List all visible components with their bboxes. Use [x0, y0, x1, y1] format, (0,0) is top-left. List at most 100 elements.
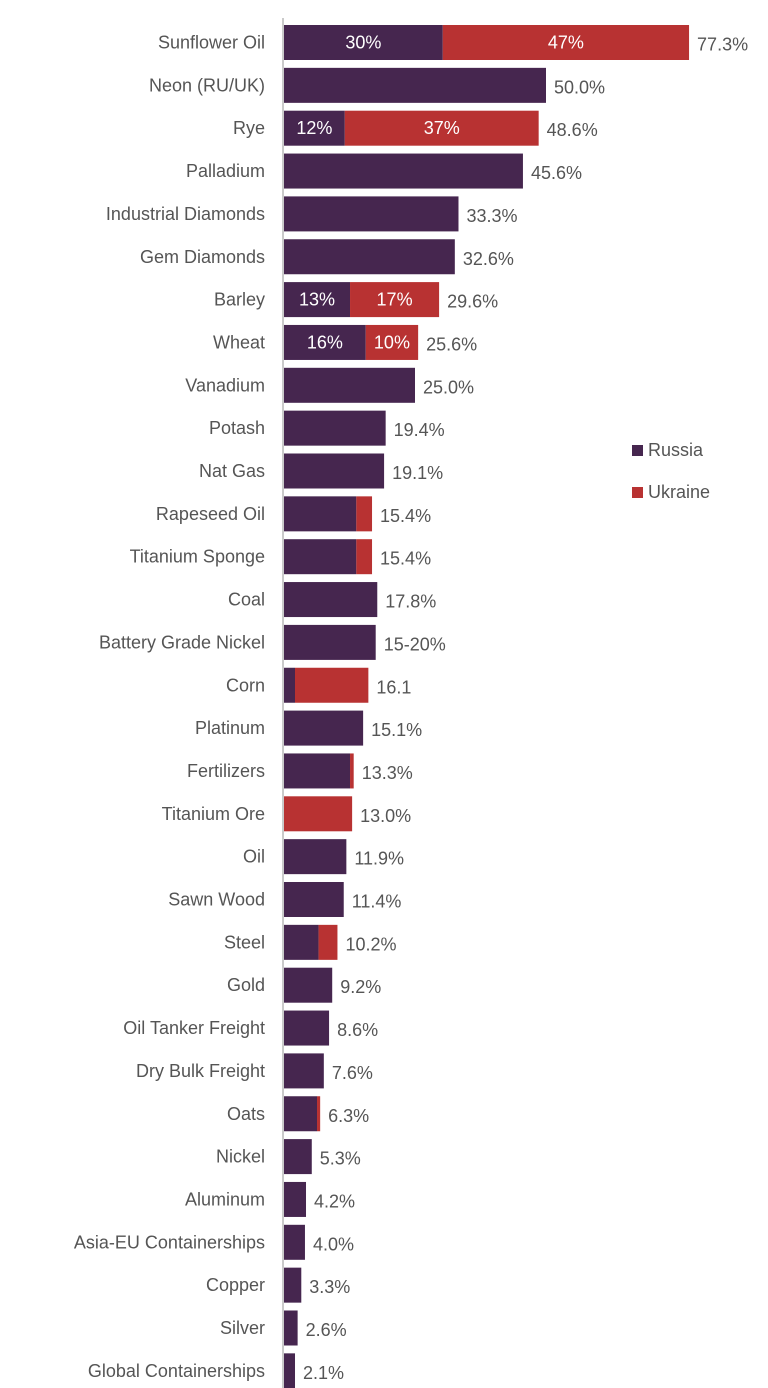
legend-swatch-ukraine	[632, 486, 643, 498]
bar-russia-battery-grade-nickel	[284, 624, 376, 660]
total-label-oil-tanker-freight: 8.6%	[337, 1020, 378, 1040]
bar-russia-corn	[284, 667, 296, 703]
category-label-neon-ru-uk: Neon (RU/UK)	[149, 75, 265, 95]
legend-item-ukraine: Ukraine	[632, 482, 710, 502]
chart-legend: Russia Ukraine	[632, 440, 710, 524]
category-label-sawn-wood: Sawn Wood	[168, 890, 265, 910]
bar-ukraine-wheat	[365, 324, 419, 360]
category-label-wheat: Wheat	[213, 332, 265, 352]
category-label-barley: Barley	[214, 290, 265, 310]
category-label-corn: Corn	[226, 675, 265, 695]
total-label-platinum: 15.1%	[371, 720, 422, 740]
category-label-nat-gas: Nat Gas	[199, 461, 265, 481]
total-label-industrial-diamonds: 33.3%	[466, 206, 517, 226]
category-label-coal: Coal	[228, 590, 265, 610]
category-label-sunflower-oil: Sunflower Oil	[158, 33, 265, 53]
bar-russia-potash	[284, 410, 386, 446]
bar-russia-neon-ru-uk	[284, 67, 546, 103]
total-label-asia-eu-containerships: 4.0%	[313, 1234, 354, 1254]
total-label-coal: 17.8%	[385, 592, 436, 612]
total-label-vanadium: 25.0%	[423, 377, 474, 397]
bar-ukraine-sunflower-oil	[442, 25, 690, 60]
bar-russia-nat-gas	[284, 453, 385, 489]
category-label-rye: Rye	[233, 118, 265, 138]
bar-russia-rye	[284, 110, 345, 146]
total-label-corn: 16.1	[376, 677, 411, 697]
inbar-label-ukraine-barley: 17%	[377, 290, 413, 310]
category-label-silver: Silver	[220, 1318, 265, 1338]
bar-ukraine-titanium-ore	[284, 796, 353, 832]
inbar-label-russia-barley: 13%	[299, 290, 335, 310]
category-label-titanium-ore: Titanium Ore	[162, 804, 265, 824]
bar-russia-copper	[284, 1267, 302, 1303]
category-label-potash: Potash	[209, 418, 265, 438]
category-label-titanium-sponge: Titanium Sponge	[130, 547, 265, 567]
category-label-battery-grade-nickel: Battery Grade Nickel	[99, 632, 265, 652]
bar-russia-industrial-diamonds	[284, 196, 459, 232]
legend-swatch-russia	[632, 444, 643, 456]
total-label-sunflower-oil: 77.3%	[697, 35, 748, 55]
bar-russia-platinum	[284, 710, 364, 746]
category-label-oil: Oil	[243, 847, 265, 867]
inbar-label-russia-rye: 12%	[296, 118, 332, 138]
category-label-copper: Copper	[206, 1275, 265, 1295]
bar-russia-rapeseed-oil	[284, 496, 357, 532]
bar-russia-sunflower-oil	[284, 25, 443, 60]
total-label-nat-gas: 19.1%	[392, 463, 443, 483]
bar-russia-vanadium	[284, 367, 415, 403]
category-label-rapeseed-oil: Rapeseed Oil	[156, 504, 265, 524]
total-label-wheat: 25.6%	[426, 334, 477, 354]
bar-russia-steel	[284, 924, 319, 960]
total-label-gem-diamonds: 32.6%	[463, 249, 514, 269]
inbar-label-russia-sunflower-oil: 30%	[345, 33, 381, 53]
total-label-global-containerships: 2.1%	[303, 1363, 344, 1383]
legend-label-ukraine: Ukraine	[648, 481, 711, 502]
total-label-copper: 3.3%	[309, 1277, 350, 1297]
bar-ukraine-barley	[350, 282, 440, 318]
bar-russia-sawn-wood	[284, 882, 344, 917]
bar-ukraine-steel	[318, 924, 338, 960]
total-label-potash: 19.4%	[394, 420, 445, 440]
bar-russia-asia-eu-containerships	[284, 1224, 305, 1260]
bar-russia-global-containerships	[284, 1353, 296, 1388]
bar-russia-oil-tanker-freight	[284, 1010, 330, 1046]
bar-russia-dry-bulk-freight	[284, 1053, 324, 1089]
category-label-oats: Oats	[227, 1104, 265, 1124]
category-label-oil-tanker-freight: Oil Tanker Freight	[123, 1018, 265, 1038]
category-label-platinum: Platinum	[195, 718, 265, 738]
bar-russia-wheat	[284, 324, 366, 360]
bar-russia-aluminum	[284, 1181, 307, 1217]
bar-russia-fertilizers	[284, 753, 351, 789]
total-label-titanium-ore: 13.0%	[360, 806, 411, 826]
total-label-battery-grade-nickel: 15-20%	[384, 634, 446, 654]
category-label-industrial-diamonds: Industrial Diamonds	[106, 204, 265, 224]
total-label-neon-ru-uk: 50.0%	[554, 77, 605, 97]
bar-russia-nickel	[284, 1139, 312, 1175]
bar-russia-silver	[284, 1310, 298, 1346]
total-label-gold: 9.2%	[340, 977, 381, 997]
bar-russia-coal	[284, 582, 378, 618]
legend-label-russia: Russia	[648, 439, 704, 460]
inbar-label-ukraine-sunflower-oil: 47%	[548, 33, 584, 53]
bar-ukraine-corn	[295, 667, 369, 703]
total-label-barley: 29.6%	[447, 292, 498, 312]
bar-ukraine-oats	[317, 1096, 321, 1132]
bar-ukraine-titanium-sponge	[356, 539, 373, 575]
inbar-label-ukraine-rye: 37%	[424, 118, 460, 138]
bar-russia-gem-diamonds	[284, 239, 455, 275]
category-label-nickel: Nickel	[216, 1147, 265, 1167]
bar-russia-titanium-sponge	[284, 539, 357, 575]
inbar-label-ukraine-wheat: 10%	[374, 332, 410, 352]
category-label-gem-diamonds: Gem Diamonds	[140, 247, 265, 267]
total-label-aluminum: 4.2%	[314, 1191, 355, 1211]
bar-russia-oil	[284, 839, 347, 875]
total-label-rapeseed-oil: 15.4%	[380, 506, 431, 526]
total-label-oats: 6.3%	[328, 1106, 369, 1126]
category-label-fertilizers: Fertilizers	[187, 761, 265, 781]
total-label-silver: 2.6%	[306, 1320, 347, 1340]
total-label-titanium-sponge: 15.4%	[380, 549, 431, 569]
bar-russia-barley	[284, 282, 351, 318]
category-label-asia-eu-containerships: Asia-EU Containerships	[74, 1232, 265, 1252]
bar-ukraine-fertilizers	[350, 753, 354, 789]
